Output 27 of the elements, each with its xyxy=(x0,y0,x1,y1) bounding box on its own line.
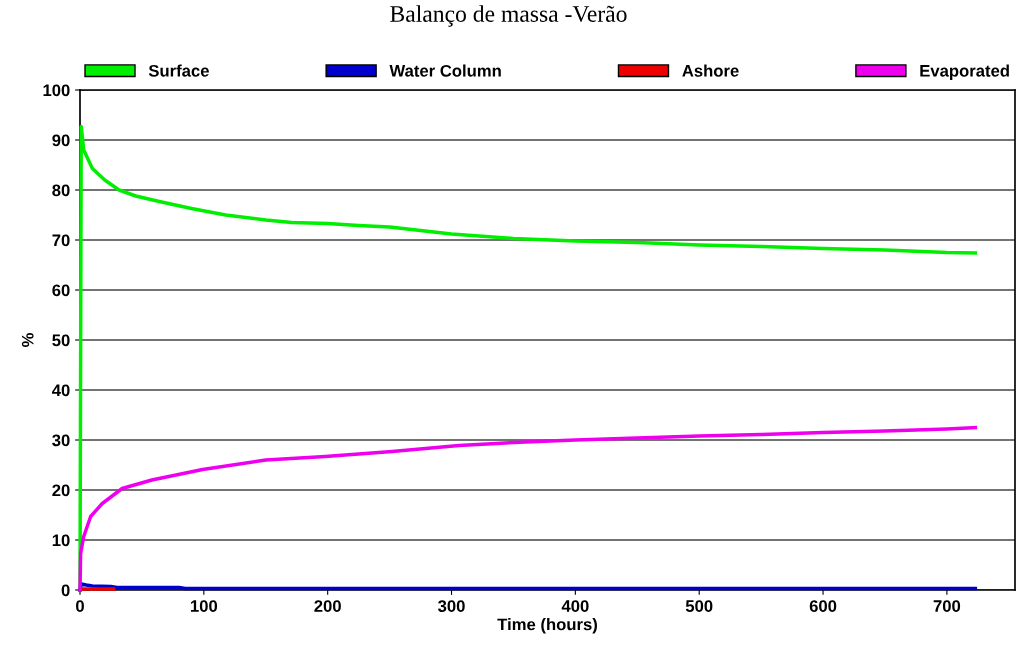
y-tick-label: 0 xyxy=(61,584,70,597)
y-tick-label: 80 xyxy=(52,184,70,197)
y-tick-label: 10 xyxy=(52,534,70,547)
y-tick-label: 30 xyxy=(52,434,70,447)
x-tick-label: 200 xyxy=(314,600,341,612)
y-tick-label: 20 xyxy=(52,484,70,497)
x-tick-label: 0 xyxy=(76,600,84,612)
x-tick-label: 400 xyxy=(561,600,589,612)
y-tick-label: 70 xyxy=(52,234,70,247)
x-tick-label: 300 xyxy=(438,600,465,612)
legend-label: Water Column xyxy=(389,64,501,77)
legend-label: Surface xyxy=(148,64,209,77)
y-tick-label: 100 xyxy=(43,84,70,97)
x-tick-label: 500 xyxy=(685,600,713,612)
legend-label: Evaporated xyxy=(920,64,1009,80)
y-tick-label: 50 xyxy=(52,334,70,347)
x-tick-label: 600 xyxy=(809,600,837,612)
x-tick-label: 100 xyxy=(190,600,218,612)
y-tick-label: 60 xyxy=(52,284,70,297)
y-tick-label: 90 xyxy=(52,134,70,147)
line-series xyxy=(78,425,978,592)
chart-title: Balanço de massa -Verão xyxy=(390,5,627,27)
x-axis-title: Time (hours) xyxy=(497,618,597,634)
y-tick-label: 40 xyxy=(51,384,70,397)
x-tick-label: 700 xyxy=(933,600,961,612)
legend-label: Ashore xyxy=(682,64,739,77)
y-axis-title: % xyxy=(21,333,34,347)
